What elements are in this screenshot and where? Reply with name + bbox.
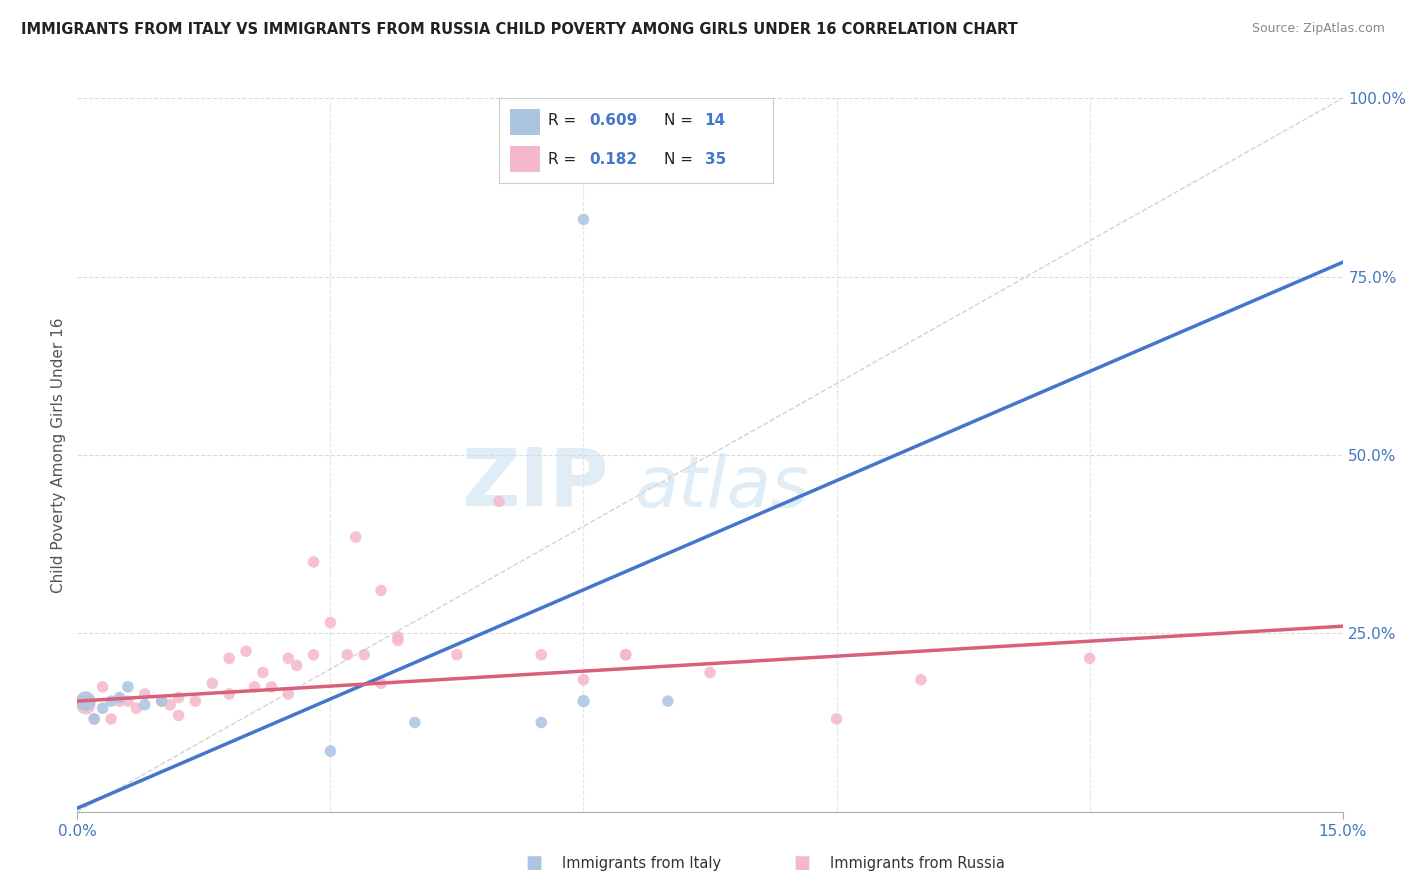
Point (75, 694, 97, 708)
Point (302, 555, 325, 569)
Text: 14: 14 (704, 113, 725, 128)
Point (370, 676, 392, 690)
Point (117, 680, 139, 694)
Point (108, 690, 131, 705)
Point (243, 680, 266, 694)
Point (117, 694, 139, 708)
Point (260, 680, 283, 694)
Point (530, 648, 553, 662)
Text: Immigrants from Italy: Immigrants from Italy (562, 856, 721, 871)
Point (75, 698, 97, 712)
Point (167, 690, 190, 705)
Bar (510, 109, 540, 135)
Point (657, 694, 679, 708)
Text: 35: 35 (704, 153, 725, 168)
Point (910, 673, 932, 687)
Point (344, 530, 367, 544)
Point (218, 687, 240, 701)
Point (125, 701, 148, 715)
Point (235, 644, 257, 658)
Text: atlas: atlas (634, 452, 808, 522)
Text: Immigrants from Russia: Immigrants from Russia (830, 856, 1004, 871)
Point (614, 648, 637, 662)
Point (134, 687, 156, 701)
Point (387, 633, 409, 648)
Point (572, 694, 595, 708)
Point (319, 744, 342, 758)
Point (353, 648, 375, 662)
Point (150, 694, 173, 708)
Point (488, 494, 510, 508)
Point (387, 630, 409, 644)
Point (572, 673, 595, 687)
Point (572, 212, 595, 227)
Point (530, 715, 553, 730)
Text: ■: ■ (793, 855, 810, 872)
Point (370, 583, 392, 598)
Point (1078, 651, 1101, 665)
Text: N =: N = (664, 113, 697, 128)
Point (91, 701, 114, 715)
Point (184, 694, 207, 708)
Point (83, 712, 105, 726)
Point (100, 694, 122, 708)
Point (336, 648, 359, 662)
Text: R =: R = (548, 153, 582, 168)
Point (699, 665, 721, 680)
Text: 0.182: 0.182 (589, 153, 638, 168)
Point (100, 712, 122, 726)
Text: 0.609: 0.609 (589, 113, 638, 128)
Point (83, 712, 105, 726)
Y-axis label: Child Poverty Among Girls Under 16: Child Poverty Among Girls Under 16 (51, 318, 66, 592)
Point (134, 698, 156, 712)
Text: R =: R = (548, 113, 582, 128)
Text: N =: N = (664, 153, 697, 168)
Point (825, 712, 848, 726)
Point (150, 694, 173, 708)
Point (404, 715, 426, 730)
Point (252, 665, 274, 680)
Point (167, 708, 190, 723)
Text: ■: ■ (526, 855, 543, 872)
Point (319, 615, 342, 630)
Point (201, 676, 224, 690)
Point (302, 648, 325, 662)
Point (277, 687, 299, 701)
Point (91, 680, 114, 694)
Point (614, 648, 637, 662)
Point (285, 658, 308, 673)
Point (159, 698, 181, 712)
Point (277, 651, 299, 665)
Text: IMMIGRANTS FROM ITALY VS IMMIGRANTS FROM RUSSIA CHILD POVERTY AMONG GIRLS UNDER : IMMIGRANTS FROM ITALY VS IMMIGRANTS FROM… (21, 22, 1018, 37)
Text: Source: ZipAtlas.com: Source: ZipAtlas.com (1251, 22, 1385, 36)
Point (446, 648, 468, 662)
Point (218, 651, 240, 665)
Text: ZIP: ZIP (461, 444, 609, 523)
Bar (510, 146, 540, 172)
Point (108, 694, 131, 708)
